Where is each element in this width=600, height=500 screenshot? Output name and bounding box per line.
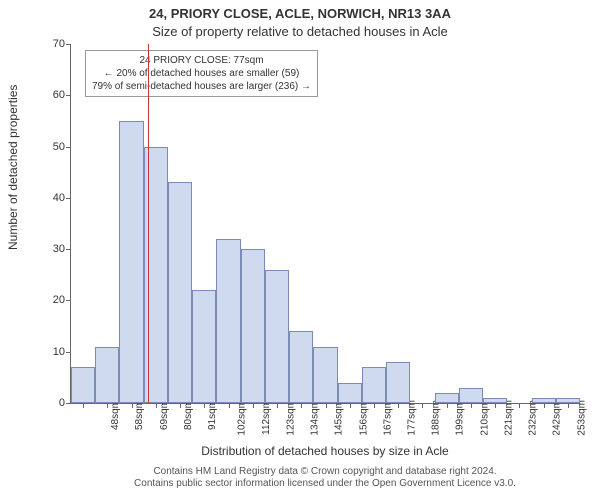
x-tick-label: 232sqm — [528, 400, 539, 436]
y-tick-mark — [66, 198, 71, 199]
y-tick-mark — [66, 147, 71, 148]
histogram-bar — [95, 347, 119, 403]
x-tick-label: 167sqm — [382, 400, 393, 436]
histogram-bar — [216, 239, 240, 403]
histogram-bar — [119, 121, 143, 403]
plot-area: 24 PRIORY CLOSE: 77sqm ← 20% of detached… — [70, 44, 580, 404]
chart-title-line1: 24, PRIORY CLOSE, ACLE, NORWICH, NR13 3A… — [0, 6, 600, 21]
histogram-bar — [459, 388, 483, 403]
x-tick-mark — [301, 403, 302, 408]
reference-line — [148, 44, 149, 403]
x-tick-mark — [495, 403, 496, 408]
histogram-bar — [386, 362, 410, 403]
x-tick-mark — [229, 403, 230, 408]
y-tick-mark — [66, 95, 71, 96]
x-tick-label: 134sqm — [310, 400, 321, 436]
x-tick-label: 210sqm — [479, 400, 490, 436]
y-tick-label: 70 — [33, 38, 65, 50]
x-tick-label: 177sqm — [407, 400, 418, 436]
x-tick-mark — [277, 403, 278, 408]
annotation-line1: 24 PRIORY CLOSE: 77sqm — [92, 54, 311, 67]
y-tick-mark — [66, 352, 71, 353]
x-tick-mark — [350, 403, 351, 408]
histogram-bar — [265, 270, 289, 403]
x-tick-mark — [253, 403, 254, 408]
x-tick-label: 253sqm — [576, 400, 587, 436]
x-tick-mark — [544, 403, 545, 408]
x-tick-label: 102sqm — [237, 400, 248, 436]
x-tick-label: 112sqm — [260, 400, 271, 435]
histogram-bar — [168, 182, 192, 403]
y-tick-label: 0 — [33, 397, 65, 409]
annotation-line2: ← 20% of detached houses are smaller (59… — [92, 67, 311, 80]
x-tick-label: 242sqm — [552, 400, 563, 436]
x-tick-label: 69sqm — [159, 400, 170, 430]
chart-title-line2: Size of property relative to detached ho… — [0, 24, 600, 39]
y-tick-mark — [66, 403, 71, 404]
x-tick-mark — [374, 403, 375, 408]
x-tick-mark — [132, 403, 133, 408]
annotation-box: 24 PRIORY CLOSE: 77sqm ← 20% of detached… — [85, 50, 318, 97]
y-tick-label: 60 — [33, 89, 65, 101]
x-tick-mark — [180, 403, 181, 408]
x-tick-label: 156sqm — [358, 400, 369, 436]
histogram-bar — [313, 347, 337, 403]
histogram-bar — [338, 383, 362, 404]
x-tick-label: 221sqm — [504, 400, 515, 436]
histogram-bar — [435, 393, 459, 403]
x-tick-label: 91sqm — [207, 400, 218, 430]
x-tick-mark — [107, 403, 108, 408]
y-tick-label: 40 — [33, 192, 65, 204]
x-tick-mark — [422, 403, 423, 408]
y-tick-mark — [66, 300, 71, 301]
chart-container: 24, PRIORY CLOSE, ACLE, NORWICH, NR13 3A… — [0, 0, 600, 500]
x-axis-label: Distribution of detached houses by size … — [70, 444, 580, 458]
y-axis-label: Number of detached properties — [6, 85, 20, 250]
y-tick-label: 30 — [33, 243, 65, 255]
annotation-line3: 79% of semi-detached houses are larger (… — [92, 80, 311, 93]
footnote: Contains HM Land Registry data © Crown c… — [70, 466, 580, 490]
x-tick-label: 48sqm — [110, 400, 121, 430]
x-tick-label: 145sqm — [334, 400, 345, 436]
y-tick-label: 50 — [33, 141, 65, 153]
footnote-line1: Contains HM Land Registry data © Crown c… — [153, 466, 496, 477]
y-tick-label: 20 — [33, 294, 65, 306]
histogram-bar — [362, 367, 386, 403]
x-tick-mark — [326, 403, 327, 408]
y-tick-label: 10 — [33, 346, 65, 358]
x-tick-mark — [204, 403, 205, 408]
x-tick-mark — [398, 403, 399, 408]
x-tick-label: 58sqm — [134, 400, 145, 430]
x-tick-label: 188sqm — [431, 400, 442, 436]
x-tick-mark — [447, 403, 448, 408]
x-tick-mark — [156, 403, 157, 408]
histogram-bar — [289, 331, 313, 403]
y-tick-mark — [66, 44, 71, 45]
y-tick-mark — [66, 249, 71, 250]
x-tick-label: 80sqm — [183, 400, 194, 430]
x-tick-mark — [83, 403, 84, 408]
x-tick-label: 199sqm — [455, 400, 466, 436]
x-tick-mark — [519, 403, 520, 408]
x-tick-label: 123sqm — [285, 400, 296, 436]
histogram-bar — [71, 367, 95, 403]
x-tick-mark — [568, 403, 569, 408]
x-tick-mark — [471, 403, 472, 408]
histogram-bar — [192, 290, 216, 403]
footnote-line2: Contains public sector information licen… — [134, 478, 516, 489]
histogram-bar — [241, 249, 265, 403]
